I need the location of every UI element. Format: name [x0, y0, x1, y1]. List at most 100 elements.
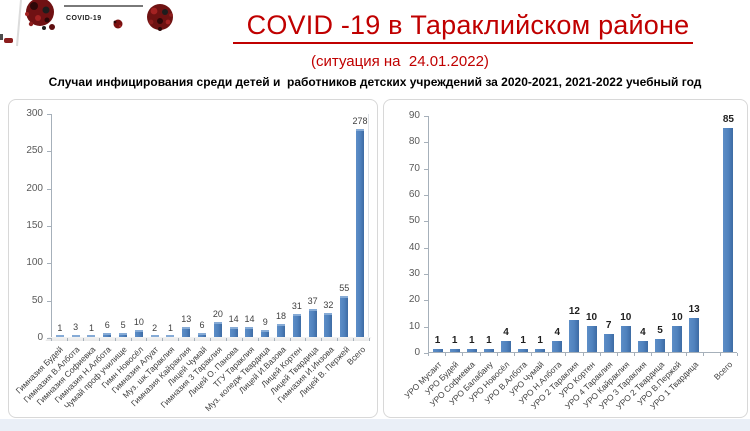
bar-cell: 13: [686, 116, 703, 352]
page-bottom-strip: [0, 419, 750, 431]
plot-area: 1 3 1 6 5 10 2 1 13 6 20 14 14 9 18 31 37 32 55 278: [45, 114, 372, 341]
bar: [432, 349, 443, 352]
bar-cell: 4: [634, 116, 651, 352]
bar-value-label: 278: [352, 116, 368, 127]
y-axis-tick-label: 250: [26, 145, 43, 157]
bar: [340, 295, 349, 337]
bar: [134, 329, 143, 337]
bar-value-label: 9: [262, 317, 268, 328]
x-axis-tick: [257, 338, 259, 341]
bar-cell: 10: [131, 114, 147, 337]
x-axis-tick: [241, 338, 243, 341]
x-axis-labels: Гимназия Будей Гимназия В.Албота Гимназия …: [14, 342, 369, 416]
chart-3d-floor: [45, 337, 372, 341]
x-axis-tick: [668, 353, 670, 356]
x-axis-tick: [130, 338, 132, 341]
bar-cell: 1: [52, 114, 68, 337]
bar-value-label: 10: [133, 316, 144, 327]
y-axis-tick: [424, 353, 428, 354]
bar: [324, 313, 333, 337]
bar-cell: 55: [336, 114, 352, 337]
bar-cell: 1: [532, 116, 549, 352]
bar: [261, 330, 270, 337]
bar-value-label: 10: [585, 311, 598, 323]
bar-cell: 1: [429, 116, 446, 352]
bar: [620, 325, 631, 352]
y-axis-tick: [424, 247, 428, 249]
y-axis-tick-label: 150: [26, 220, 43, 231]
y-axis-tick: [424, 221, 428, 223]
bar-value-label: 37: [307, 296, 318, 307]
x-axis-tick: [66, 338, 68, 341]
y-axis-tick: [424, 326, 428, 328]
bar-cell: 1: [515, 116, 532, 352]
x-axis-tick: [582, 353, 584, 356]
bar-cell: 10: [669, 116, 686, 352]
bar: [603, 333, 614, 352]
bar-value-label: 20: [212, 309, 223, 320]
bar-cell: 18: [273, 114, 289, 337]
bar: [723, 128, 734, 352]
x-axis-tick: [289, 338, 291, 341]
bar: [71, 334, 80, 337]
bar-cell: 4: [497, 116, 514, 352]
x-axis-tick: [548, 353, 550, 356]
x-axis-tick: [369, 338, 370, 341]
bar-value-label: 6: [104, 319, 110, 330]
y-axis-tick: [424, 168, 428, 170]
bar-cell: 1: [446, 116, 463, 352]
bar-cell: 1: [480, 116, 497, 352]
bar-cell: 2: [147, 114, 163, 337]
x-axis-tick: [462, 353, 464, 356]
bar: [356, 129, 365, 337]
bar-cell: 32: [321, 114, 337, 337]
page-subtitle: (ситуация на 24.01.2022): [311, 53, 489, 70]
bar: [245, 326, 254, 337]
bar-value-label: 1: [486, 335, 492, 347]
bar-value-label: 12: [568, 306, 580, 318]
bar-value-label: 85: [722, 114, 734, 126]
x-axis-tick: [616, 353, 618, 356]
bar-value-label: 3: [73, 321, 79, 332]
bar-cell-spacer: [703, 116, 720, 352]
bar-value-label: 5: [657, 324, 663, 336]
bar: [308, 309, 317, 337]
bar-cell: 9: [257, 114, 273, 337]
bar-value-label: 1: [57, 323, 63, 334]
y-axis-tick: [424, 142, 428, 144]
chart-panel-institutions: 1 3 1 6 5 10 2 1 13 6 20 14 14 9 18 31 37 32 55 278 Гимнази…: [8, 99, 378, 418]
bar: [689, 317, 700, 352]
bar: [586, 325, 597, 352]
bar: [654, 338, 665, 352]
bar: [55, 335, 64, 337]
x-axis-tick: [210, 338, 211, 341]
bar-value-label: 10: [620, 311, 632, 323]
x-axis-tick: [114, 338, 116, 341]
bar-cell: 278: [352, 114, 368, 337]
bar: [166, 335, 175, 337]
bar-value-label: 2: [152, 322, 158, 333]
bar-cell: 31: [289, 114, 305, 337]
bar-value-label: 10: [671, 311, 683, 323]
coronavirus-icon: [25, 0, 55, 30]
y-axis-tick-label: 30: [408, 268, 420, 279]
bar-value-label: 4: [503, 327, 509, 339]
bar-cell: 1: [163, 114, 179, 337]
x-axis-tick: [599, 353, 601, 356]
bar-value-label: 6: [199, 319, 205, 330]
bar: [449, 349, 460, 352]
bar: [229, 326, 238, 337]
bar: [672, 325, 683, 352]
y-axis-tick-label: 0: [37, 332, 43, 343]
bar-cell: 1: [463, 116, 480, 352]
bars-container: 1 3 1 6 5 10 2 1 13 6 20 14 14 9 18 31 37 32 55 278: [52, 114, 368, 337]
bar-value-label: 14: [228, 313, 239, 324]
page-title: COVID -19 в Тараклийском районе: [185, 10, 741, 44]
bar-cell: 85: [720, 114, 737, 352]
bar-value-label: 55: [339, 282, 350, 293]
x-axis-tick: [51, 338, 52, 341]
x-axis-tick: [531, 353, 532, 356]
y-axis-tick-label: 90: [408, 110, 420, 121]
bar: [518, 349, 529, 352]
bar-cell: 4: [549, 116, 566, 352]
